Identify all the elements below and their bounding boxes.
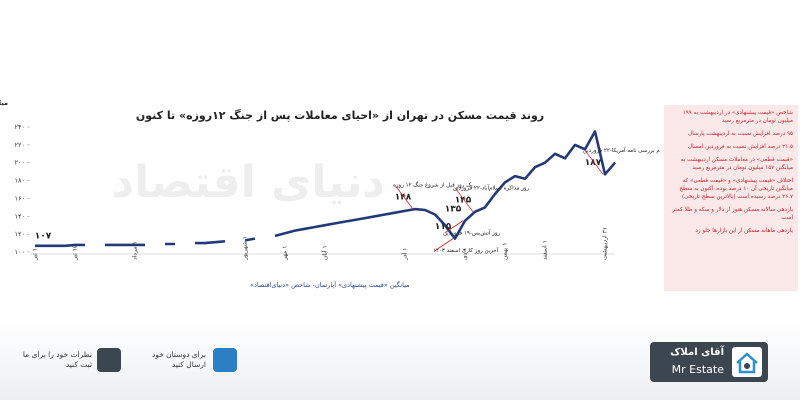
- share-button[interactable]: برای دوستان خود ارسال کنید: [151, 350, 206, 369]
- chart-title: روند قیمت مسکن در تهران از «احیای معاملا…: [136, 108, 544, 122]
- sidebar-item: شاخص «قیمت پیشنهادی» در اردیبهشت به ۱۹۹ …: [682, 110, 793, 124]
- annotation: آخرین روز کاری اسفند ۱۴۰۳: [433, 247, 499, 254]
- data-label: ۱۱۵: [435, 222, 452, 232]
- annotation-arrow: [444, 220, 464, 234]
- logo[interactable]: آقای املاک Mr Estate: [650, 342, 768, 382]
- annotation: روز مذاکره اسلام‌آباد-۲۲ فروردین: [453, 184, 530, 191]
- x-tick-label: ۱ اسفند: [542, 240, 549, 260]
- sidebar-item: بازدهی سالانه مسکن هنوز از دلار و سکه و …: [672, 207, 793, 221]
- x-tick-label: ۳۱ اردیبهشت: [602, 227, 609, 260]
- sidebar-item: «قیمت قطعی» در معاملات مسکن اردیبهشت به …: [680, 157, 793, 171]
- y-tick-label: ۲۲۰: [15, 141, 25, 149]
- chart: دنیای اقتصاد روند قیمت مسکن در تهران از …: [0, 99, 660, 289]
- x-tick-label: ۱ بهمن: [502, 242, 509, 260]
- annotation: یک روز قبل از شروع جنگ ۱۲ روزه: [393, 182, 473, 189]
- y-tick-label: ۱۸۰: [15, 177, 25, 185]
- logo-icon: [732, 347, 762, 377]
- annotation-arrow: [454, 187, 474, 213]
- y-axis-label: میلیون تومان: [0, 99, 8, 107]
- sidebar: شاخص «قیمت پیشنهادی» در اردیبهشت به ۱۹۹ …: [664, 105, 798, 291]
- y-tick-label: ۱۲۰: [15, 230, 25, 238]
- annotation-arrow: [584, 150, 604, 175]
- share-icon[interactable]: [213, 348, 237, 372]
- x-tick-label: ۱ آبان: [320, 245, 329, 260]
- source: میانگین «قیمت پیشنهادی» آپارتمان- شاخص «…: [250, 280, 410, 289]
- sidebar-item: ۹۵ درصد افزایش نسبت به اردیبهشت پارسال: [688, 131, 793, 137]
- annotation: روز اعلام بررسی نامه آمریکا-۲۲ فروردین: [583, 147, 660, 154]
- comment-icon[interactable]: [97, 348, 121, 372]
- sidebar-item: بازدهی ماهانه مسکن از این بازارها جلو زد: [695, 228, 793, 234]
- annotation: روز آتش‌بس-۱۹ فروردین: [443, 229, 500, 236]
- data-label: ۱۴۵: [455, 195, 472, 205]
- annotation-arrow: [394, 184, 414, 210]
- data-label: ۱۸۷: [585, 158, 602, 168]
- y-tick-label: ۲۰۰: [15, 159, 25, 167]
- price-line: [35, 130, 616, 248]
- data-label: ۱۰۷: [35, 231, 52, 241]
- y-tick-label: ۱۰۰: [15, 248, 25, 256]
- x-tick-label: ۱ تیر: [32, 248, 39, 261]
- annotation-arrow: [434, 238, 454, 251]
- x-tick-label: ۱ آذر: [400, 248, 409, 261]
- x-tick-label: ۱ شهریور: [242, 236, 249, 261]
- x-tick-label: ۱ مرداد: [132, 241, 139, 260]
- y-tick-label: ۱۴۰: [15, 212, 25, 220]
- comment-button[interactable]: نظرات خود را برای ما ثبت کنید: [22, 350, 92, 369]
- sidebar-item: ۲۱.۵ درصد افزایش نسبت به فروردین امسال: [688, 144, 793, 150]
- y-tick-label: ۱۶۰: [15, 194, 25, 202]
- logo-fa: آقای املاک: [670, 347, 724, 358]
- x-tick-label: ۱ دی: [462, 247, 469, 260]
- watermark: دنیای اقتصاد: [111, 157, 385, 208]
- x-tick-label: ۱ مهر: [282, 246, 289, 261]
- data-label: ۱۴۸: [395, 193, 412, 203]
- logo-en: Mr Estate: [671, 363, 724, 376]
- y-tick-label: ۲۴۰: [15, 123, 25, 131]
- footer: آقای املاک Mr Estate برای دوستان خود ارس…: [0, 320, 800, 400]
- sidebar-item: اختلاف «قیمت پیشنهادی» و «قیمت قطعی» که …: [679, 178, 793, 200]
- data-label: ۱۳۵: [445, 204, 462, 214]
- x-tick-label: ۱۵ تیر: [72, 245, 79, 261]
